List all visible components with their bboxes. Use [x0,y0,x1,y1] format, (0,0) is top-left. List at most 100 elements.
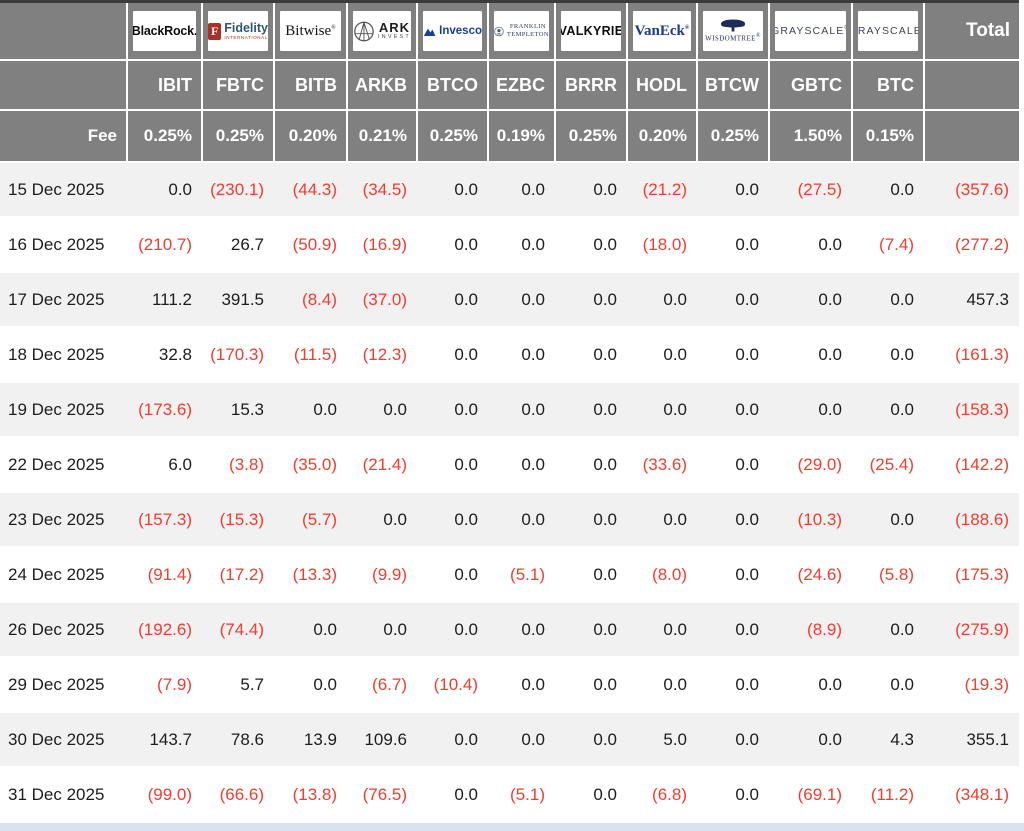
flow-value-cell-BTCW: 0.0 [697,547,769,603]
flow-value-cell-ARKB: (12.3) [347,327,417,383]
flow-value-cell-BITB: 0.0 [274,602,347,658]
ticker-header-EZBC: EZBC [488,60,556,111]
ticker-total-cell [924,60,1019,111]
flow-value-cell-BTCO: 0.0 [417,327,488,383]
flow-value-cell-ARKB: 0.0 [347,602,417,658]
flow-value-cell-FBTC: (15.3) [202,492,274,548]
fee-total-cell [924,110,1019,163]
flow-value-cell-ARKB: (21.4) [347,437,417,493]
flow-value-cell-IBIT: (157.3) [127,492,202,548]
flow-value-cell-BRRR: 0.0 [555,602,627,658]
total-value-cell: (161.3) [924,327,1019,383]
flow-value-cell-EZBC: 0.0 [488,162,555,218]
flow-value-cell-BTC: 0.0 [852,602,924,658]
ticker-header-FBTC: FBTC [202,60,275,111]
total-value-cell: (175.3) [924,547,1019,603]
flow-value-cell-BRRR: 0.0 [555,437,627,493]
flow-value-cell-HODL: 0.0 [627,327,697,383]
flow-value-cell-BITB: 0.0 [274,382,347,438]
flow-value-cell-EZBC: 0.0 [488,437,555,493]
flow-value-cell-FBTC: 15.3 [202,382,274,438]
date-cell: 18 Dec 2025 [0,327,127,383]
flow-value-cell-ARKB: 0.0 [347,492,417,548]
date-cell: 16 Dec 2025 [0,217,127,273]
flow-value-cell-FBTC: 26.7 [202,217,274,273]
logo-header-row: BlackRock. F Fidelity INTERNATIONAL Bitw… [0,1,1019,61]
fidelity-sub-label: INTERNATIONAL [224,34,268,40]
flow-value-cell-BTCW: 0.0 [697,712,769,768]
ticker-header-BTC: BTC [852,60,925,111]
ark-logo: ARK INVEST [353,11,411,51]
flow-value-cell-IBIT: (192.6) [127,602,202,658]
fee-value-BRRR: 0.25% [555,110,628,163]
flow-value-cell-BTC: 0.0 [852,272,924,328]
provider-logo-cell-BTC: GRAYSCALE® [852,1,925,61]
flow-value-cell-HODL: (6.8) [627,767,697,823]
flow-value-cell-ARKB: 109.6 [347,712,417,768]
flow-value-cell-EZBC: (5.1) [488,767,555,823]
valkyrie-logo: VALKYRIE [561,11,621,51]
flow-value-cell-EZBC: 0.0 [488,272,555,328]
flow-value-cell-BTCO: 0.0 [417,712,488,768]
flow-value-cell-ARKB: (76.5) [347,767,417,823]
flow-value-cell-BTCO: 0.0 [417,547,488,603]
flow-value-cell-BTCO: 0.0 [417,272,488,328]
table-body: 15 Dec 2025 0.0 (230.1) (44.3) (34.5) 0.0 0.0 0… [0,162,1019,823]
ark-globe-icon [354,21,374,41]
flow-value-cell-BTCW: 0.0 [697,437,769,493]
flow-value-cell-FBTC: (170.3) [202,327,274,383]
total-value-cell: (275.9) [924,602,1019,658]
bottom-strip [0,823,1024,831]
flow-value-cell-BTC: 0.0 [852,327,924,383]
flow-value-cell-BRRR: 0.0 [555,217,627,273]
flow-value-cell-EZBC: 0.0 [488,492,555,548]
flow-value-cell-HODL: 0.0 [627,382,697,438]
table-row: 30 Dec 2025 143.7 78.6 13.9 109.6 0.0 0.0 0.0 5.… [0,712,1019,768]
flow-value-cell-FBTC: 5.7 [202,657,274,713]
grayscale-logo: GRAYSCALE® [858,11,918,51]
flow-value-cell-BTCW: 0.0 [697,327,769,383]
grayscale-logo: GRAYSCALE® [775,11,846,51]
flow-value-cell-BTCW: 0.0 [697,217,769,273]
ticker-header-BITB: BITB [274,60,348,111]
flow-value-cell-BTCO: (10.4) [417,657,488,713]
flow-value-cell-GBTC: 0.0 [769,217,852,273]
date-cell: 30 Dec 2025 [0,712,127,768]
flow-value-cell-IBIT: 111.2 [127,272,202,328]
provider-logo-cell-BITB: Bitwise® [274,1,348,61]
invesco-logo: Invesco [423,11,482,51]
flow-value-cell-GBTC: (8.9) [769,602,852,658]
flow-value-cell-GBTC: 0.0 [769,272,852,328]
flow-value-cell-FBTC: (17.2) [202,547,274,603]
flow-value-cell-HODL: (21.2) [627,162,697,218]
fee-value-ARKB: 0.21% [347,110,418,163]
flow-value-cell-EZBC: 0.0 [488,217,555,273]
grayscale-wordmark: GRAYSCALE® [775,25,846,37]
flow-value-cell-HODL: 5.0 [627,712,697,768]
bitwise-logo: Bitwise® [280,11,341,51]
flow-value-cell-BTC: (5.8) [852,547,924,603]
flow-value-cell-BTCW: 0.0 [697,657,769,713]
blackrock-wordmark: BlackRock. [133,24,196,38]
flow-value-cell-GBTC: 0.0 [769,327,852,383]
table-row: 18 Dec 2025 32.8 (170.3) (11.5) (12.3) 0.0 0.0… [0,327,1019,383]
flow-value-cell-BTC: (7.4) [852,217,924,273]
table-row: 29 Dec 2025 (7.9) 5.7 0.0 (6.7) (10.4) 0.0 0.0 0… [0,657,1019,713]
wisdomtree-tree-icon [720,19,745,32]
bitwise-wordmark: Bitwise® [285,22,336,39]
flow-value-cell-BRRR: 0.0 [555,767,627,823]
flow-value-cell-BITB: (8.4) [274,272,347,328]
flow-value-cell-BRRR: 0.0 [555,547,627,603]
total-header-label: Total [924,1,1019,61]
flow-value-cell-HODL: 0.0 [627,272,697,328]
provider-logo-cell-FBTC: F Fidelity INTERNATIONAL [202,1,275,61]
fee-label: Fee [0,110,128,163]
table-row: 31 Dec 2025 (99.0) (66.6) (13.8) (76.5) 0.0 (5… [0,767,1019,823]
flow-value-cell-GBTC: (27.5) [769,162,852,218]
fee-value-HODL: 0.20% [627,110,698,163]
flow-value-cell-BTCW: 0.0 [697,162,769,218]
flow-value-cell-IBIT: 0.0 [127,162,202,218]
total-value-cell: (188.6) [924,492,1019,548]
flow-value-cell-FBTC: 78.6 [202,712,274,768]
